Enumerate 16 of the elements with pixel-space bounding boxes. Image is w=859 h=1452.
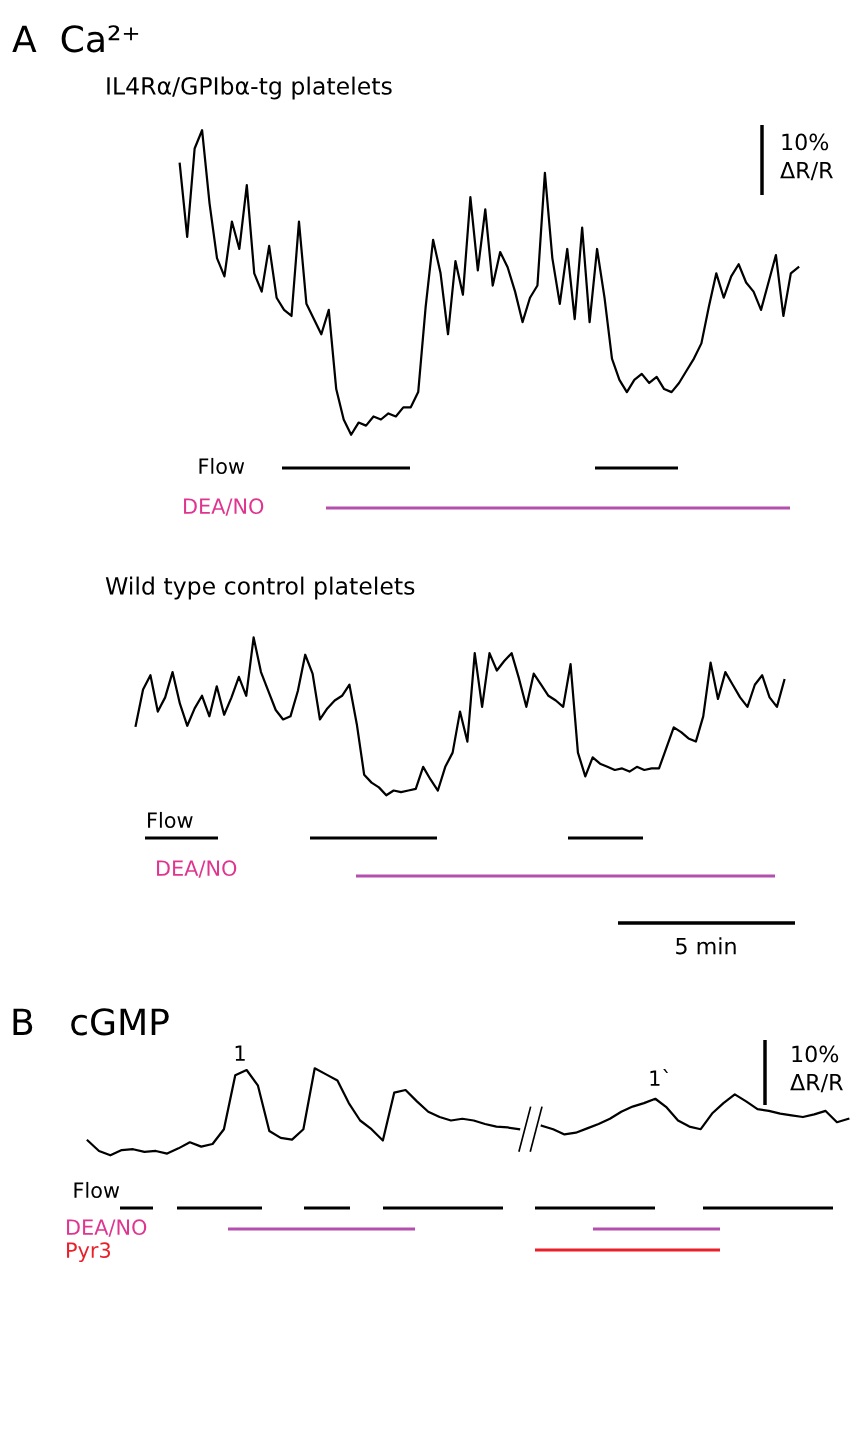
text: Flow bbox=[74, 1181, 120, 1199]
text: DEA/NO bbox=[157, 860, 237, 878]
annotation: 10% ΔR/R bbox=[780, 133, 833, 181]
text: Flow bbox=[148, 811, 193, 829]
annotation: 1` bbox=[650, 1069, 669, 1086]
text: 1 bbox=[235, 1045, 245, 1061]
chart-title: A Ca²⁺ bbox=[12, 25, 139, 53]
text: DEA/NO bbox=[184, 498, 264, 516]
chart-title: Wild type control platelets bbox=[105, 576, 415, 600]
chart-title: B cGMP bbox=[13, 1008, 169, 1036]
text: Flow bbox=[199, 457, 245, 475]
chart-subtitle: IL4Rα/GPIbα-tg platelets bbox=[107, 76, 392, 100]
text: Pyr3 bbox=[67, 1242, 111, 1263]
annotation: 10% ΔR/R bbox=[790, 1045, 843, 1093]
text: DEA/NO bbox=[67, 1219, 147, 1237]
text: 5 min bbox=[676, 937, 736, 955]
